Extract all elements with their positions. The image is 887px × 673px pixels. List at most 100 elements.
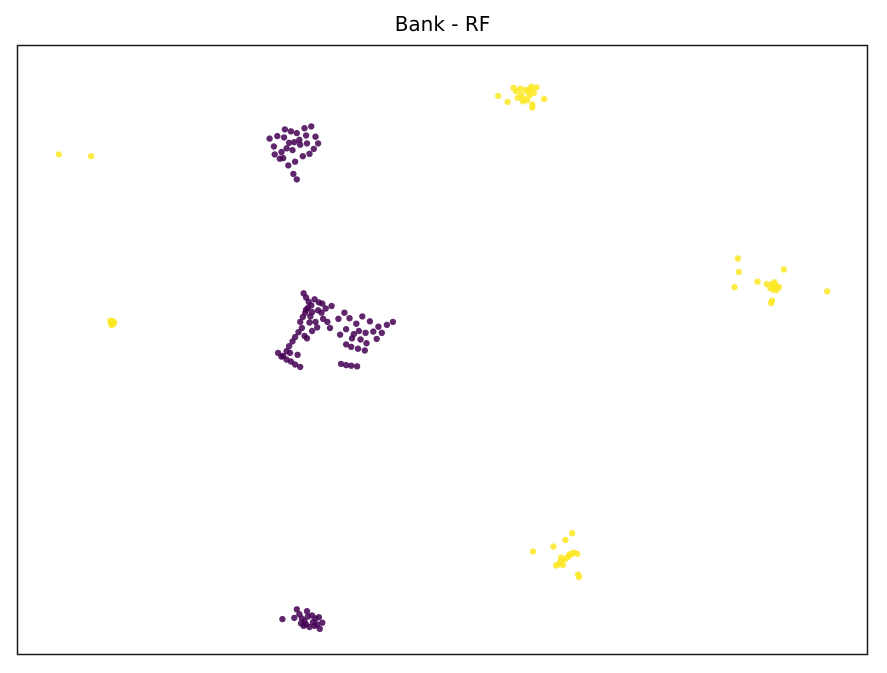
scatter-point (824, 288, 831, 295)
scatter-point (373, 335, 380, 343)
scatter-point (297, 141, 304, 148)
scatter-point (348, 343, 355, 350)
scatter-point (362, 329, 369, 336)
scatter-point (312, 318, 319, 326)
scatter-point (314, 324, 321, 331)
scatter-point (569, 530, 576, 537)
scatter-point (375, 323, 382, 330)
scatter-point (318, 309, 325, 316)
scatter-point (287, 128, 295, 135)
plot-frame (16, 44, 869, 656)
scatter-point (552, 562, 560, 569)
scatter-point (300, 622, 307, 629)
scatter-point (283, 356, 290, 363)
scatter-point (302, 306, 310, 313)
scatter-point (110, 321, 117, 328)
points-layer (55, 83, 831, 632)
scatter-point (315, 614, 323, 621)
scatter-point (533, 84, 540, 91)
scatter-point (308, 123, 315, 130)
scatter-point (291, 614, 298, 622)
scatter-point (283, 145, 290, 152)
scatter-point (286, 349, 294, 357)
scatter-point (523, 97, 531, 104)
scatter-point (312, 133, 319, 140)
scatter-point (319, 619, 326, 626)
scatter-point (308, 327, 316, 335)
scatter-point (274, 349, 282, 357)
scatter-point (299, 313, 306, 321)
scatter-point (290, 170, 297, 178)
scatter-point (319, 315, 327, 322)
scatter-point (574, 550, 581, 558)
scatter-point (734, 255, 742, 262)
scatter-point (271, 151, 278, 158)
scatter-point (353, 320, 360, 327)
scatter-point (336, 331, 344, 338)
scatter-point (266, 135, 273, 142)
scatter-point (328, 302, 335, 310)
scatter-point (773, 287, 780, 294)
scatter-point (314, 621, 321, 628)
scatter-point (754, 278, 761, 285)
scatter-point (319, 300, 326, 307)
scatter-point (378, 329, 385, 336)
scatter-point (522, 86, 529, 94)
scatter-point (307, 313, 314, 320)
scatter-point (348, 362, 355, 369)
scatter-point (297, 363, 304, 371)
scatter-point (559, 561, 566, 569)
scatter-point (557, 554, 565, 561)
scatter-point (342, 326, 350, 333)
scatter-point (354, 345, 362, 352)
scatter-point (291, 139, 298, 146)
scatter-point (279, 615, 286, 623)
scatter-point (310, 145, 317, 153)
scatter-point (285, 343, 293, 350)
scatter-point (350, 330, 357, 338)
scatter-point (303, 608, 311, 615)
scatter-point (294, 351, 301, 358)
scatter-point (274, 132, 281, 140)
scatter-point (346, 315, 353, 322)
scatter-point (301, 332, 308, 340)
scatter-point (735, 268, 742, 276)
scatter-point (293, 606, 300, 613)
scatter-point (87, 153, 95, 160)
scatter-point (550, 543, 557, 550)
scatter-point (341, 309, 348, 316)
scatter-point (363, 340, 370, 347)
scatter-point (302, 132, 310, 139)
scatter-point (285, 162, 292, 169)
scatter-point (529, 101, 536, 108)
scatter-point (293, 129, 300, 137)
scatter-point (296, 136, 303, 143)
scatter-point (306, 150, 313, 157)
scatter-point (276, 155, 283, 162)
scatter-point (337, 360, 345, 368)
scatter-point (289, 338, 296, 345)
scatter-point (512, 87, 520, 95)
scatter-point (353, 363, 361, 370)
scatter-point (389, 318, 397, 326)
scatter-point (335, 315, 342, 322)
scatter-point (495, 92, 502, 100)
scatter-point (529, 548, 537, 555)
scatter-point (281, 126, 289, 133)
scatter-point (771, 279, 778, 286)
scatter-point (342, 361, 350, 369)
scatter-point (575, 573, 583, 581)
scatter-point (306, 623, 313, 631)
scatter-point (731, 284, 738, 291)
scatter-point (303, 140, 311, 147)
scatter-point (297, 318, 304, 326)
scatter-point (359, 313, 366, 320)
scatter-point (295, 329, 302, 336)
scatter-point (504, 98, 511, 106)
scatter-point (342, 341, 350, 348)
scatter-point (291, 158, 299, 165)
chart-title: Bank - RF (394, 12, 491, 36)
scatter-point (280, 134, 288, 141)
scatter-point (285, 139, 293, 146)
